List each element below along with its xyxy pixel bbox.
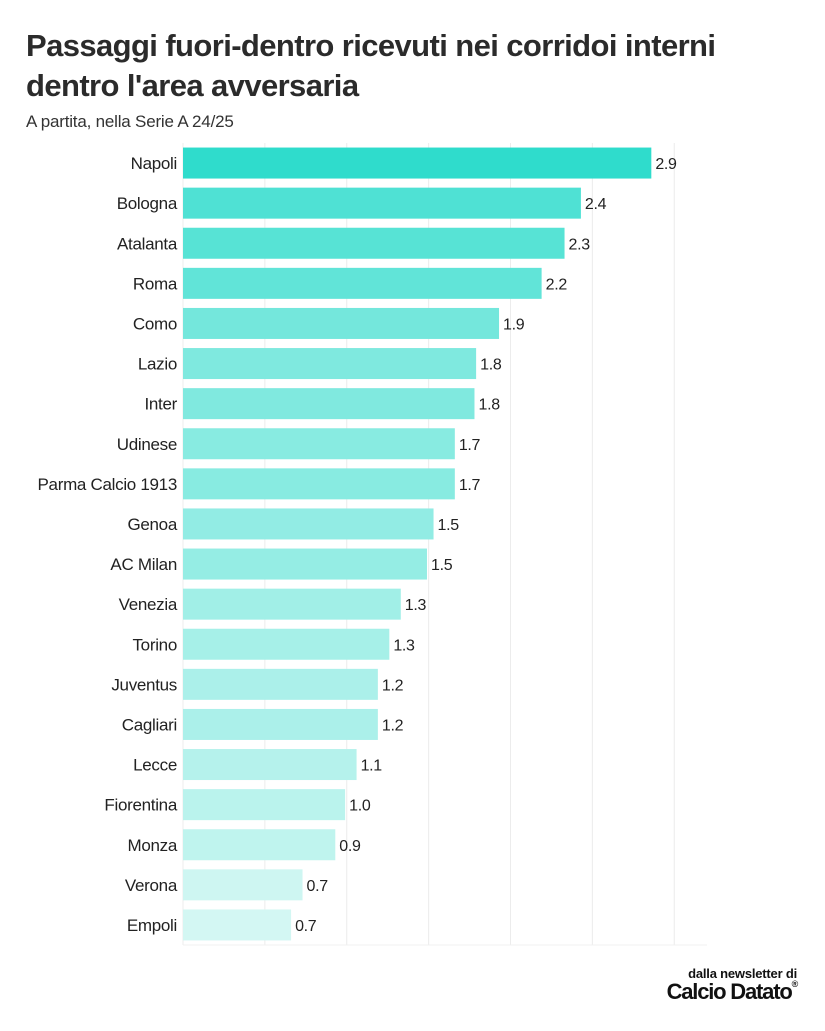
category-label: Napoli: [131, 154, 177, 173]
data-label: 1.7: [459, 437, 481, 454]
data-label: 2.9: [655, 156, 677, 173]
data-label: 1.5: [431, 557, 453, 574]
bar-chart: Napoli 2.9 Bologna 2.4 Atalanta 2.3 Roma 2.2 Com…: [38, 143, 707, 946]
bar-atalanta: [183, 227, 565, 259]
bar-fiorentina: [183, 789, 346, 821]
footer-credit: dalla newsletter di Calcio Datato®: [666, 966, 799, 1005]
bar-venezia: [183, 588, 401, 620]
category-label: Como: [133, 314, 177, 333]
data-label: 2.3: [569, 236, 591, 253]
registered-icon: ®: [791, 979, 799, 989]
data-label: 2.4: [585, 196, 607, 213]
category-label: AC Milan: [110, 555, 177, 574]
category-label: Empoli: [127, 916, 177, 935]
bar-monza: [183, 829, 336, 861]
footer-brand-text: Calcio Datato: [666, 979, 793, 1004]
bar-genoa: [183, 508, 434, 540]
data-label: 1.0: [349, 798, 371, 815]
footer-newsletter-label: dalla newsletter di: [688, 966, 797, 981]
data-label: 0.7: [295, 918, 317, 935]
category-label: Udinese: [117, 435, 177, 454]
category-label: Juventus: [111, 675, 177, 694]
bar-parma-calcio-1913: [183, 468, 455, 500]
bar-lecce: [183, 749, 357, 781]
category-label: Fiorentina: [104, 796, 177, 815]
data-label: 1.2: [382, 677, 404, 694]
chart-title: Passaggi fuori-dentro ricevuti nei corri…: [26, 28, 716, 103]
bar-ac-milan: [183, 548, 427, 580]
bar-cagliari: [183, 708, 378, 740]
data-label: 0.7: [307, 878, 329, 895]
data-label: 1.7: [459, 477, 481, 494]
category-label: Roma: [133, 274, 178, 293]
data-label: 1.8: [480, 357, 502, 374]
data-label: 0.9: [339, 838, 361, 855]
category-label: Verona: [125, 876, 178, 895]
bar-empoli: [183, 909, 292, 941]
category-label: Parma Calcio 1913: [38, 475, 177, 494]
data-label: 1.5: [438, 517, 460, 534]
data-label: 1.2: [382, 717, 404, 734]
data-label: 1.9: [503, 316, 525, 333]
bar-como: [183, 307, 500, 339]
bar-roma: [183, 267, 542, 299]
bar-udinese: [183, 428, 455, 460]
bar-torino: [183, 628, 390, 660]
bar-napoli: [183, 147, 652, 179]
category-label: Lazio: [138, 355, 177, 374]
category-label: Torino: [132, 635, 177, 654]
category-label: Lecce: [133, 756, 177, 775]
category-label: Venezia: [119, 595, 178, 614]
footer-brand-logo: Calcio Datato®: [666, 979, 799, 1005]
category-label: Monza: [127, 836, 177, 855]
category-label: Atalanta: [117, 234, 178, 253]
category-label: Inter: [144, 395, 177, 414]
category-label: Cagliari: [122, 715, 177, 734]
category-label: Bologna: [117, 194, 178, 213]
category-label: Genoa: [127, 515, 177, 534]
data-label: 1.1: [361, 758, 383, 775]
bar-inter: [183, 388, 475, 420]
data-label: 2.2: [546, 276, 568, 293]
chart-subtitle: A partita, nella Serie A 24/25: [26, 112, 234, 131]
data-label: 1.8: [478, 397, 500, 414]
bar-bologna: [183, 187, 581, 219]
data-label: 1.3: [405, 597, 427, 614]
bar-lazio: [183, 348, 477, 380]
data-label: 1.3: [393, 637, 415, 654]
bar-verona: [183, 869, 303, 901]
bar-juventus: [183, 668, 378, 700]
